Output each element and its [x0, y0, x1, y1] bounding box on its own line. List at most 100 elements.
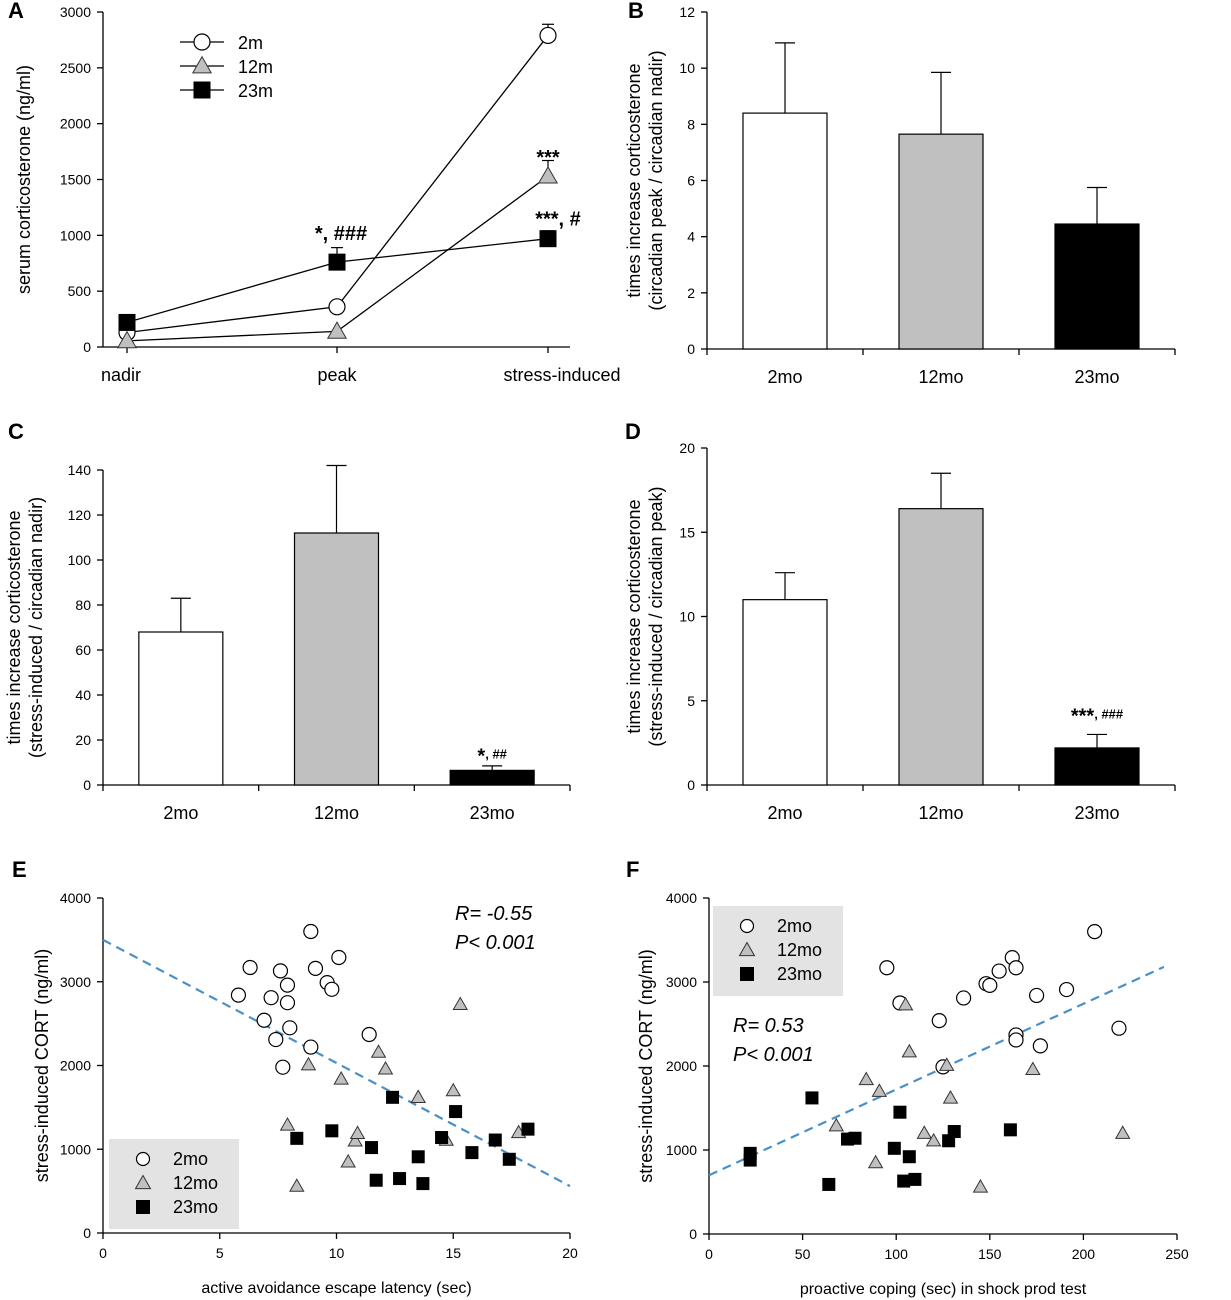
y-tick-label: 20 [679, 440, 695, 456]
legend-marker-2m [193, 33, 211, 51]
data-point-23mo [416, 1177, 430, 1191]
y-tick-label: 3000 [60, 4, 91, 20]
data-point-12mo [289, 1178, 305, 1192]
data-point-2mo [361, 1026, 377, 1043]
data-point-23mo [947, 1125, 961, 1139]
legend-marker-23mo [740, 967, 754, 981]
data-point-23mo [386, 1090, 400, 1104]
x-tick-label: 15 [445, 1245, 461, 1261]
data-point-12mo [410, 1089, 426, 1103]
data-point-12mo [370, 1044, 387, 1058]
data-point-12mo [901, 1043, 918, 1058]
y-tick-label: 4000 [60, 890, 91, 906]
data-point-12m [326, 321, 348, 339]
y-tick-label: 0 [83, 1225, 91, 1241]
data-point-2mo [324, 981, 340, 997]
data-point-23mo [325, 1124, 339, 1138]
y-axis-label-2: (stress-induced / circadian nadir) [26, 497, 46, 758]
y-tick-label: 2 [687, 285, 695, 301]
bar-12mo [293, 532, 380, 786]
x-tick-label: 250 [1165, 1246, 1189, 1262]
y-tick-label: 5 [687, 693, 695, 709]
y-tick-label: 140 [68, 462, 92, 478]
data-point-23mo [411, 1150, 425, 1164]
data-point-23mo [897, 1174, 911, 1188]
panel-label: D [625, 419, 641, 444]
data-point-23mo [1003, 1123, 1017, 1137]
panel-label: C [8, 419, 24, 444]
data-point-23mo [908, 1172, 922, 1186]
legend: 2mo 12mo 23mo [109, 1139, 239, 1229]
data-point-23mo [902, 1150, 916, 1164]
bar-12mo [898, 133, 984, 350]
x-tick-label: peak [317, 365, 357, 385]
y-tick-label: 0 [689, 1226, 697, 1242]
data-point-23m [118, 313, 136, 331]
data-point-12mo [871, 1083, 888, 1097]
data-point-12mo [828, 1117, 845, 1132]
y-tick-label: 15 [679, 524, 695, 540]
y-axis-label-2: (stress-induced / circadian peak) [646, 486, 666, 746]
significance-label: *** [536, 147, 560, 169]
data-point-2mo [931, 1013, 947, 1029]
series-line-2m [126, 35, 549, 334]
y-tick-label: 4 [687, 229, 695, 245]
y-tick-label: 3000 [60, 974, 91, 990]
x-tick-label: 150 [978, 1246, 1002, 1262]
legend: 2mo 12mo 23mo [713, 906, 843, 996]
x-tick-label: 10 [329, 1245, 345, 1261]
data-point-2m [539, 26, 557, 45]
y-axis-label: stress-induced CORT (ng/ml) [32, 949, 52, 1182]
legend-label: 12mo [777, 940, 822, 960]
y-tick-label: 60 [75, 642, 91, 658]
significance-label: *, ### [315, 223, 367, 245]
data-point-23mo [449, 1105, 463, 1119]
data-point-12mo [916, 1125, 933, 1139]
data-point-2mo [1058, 981, 1075, 998]
x-tick-label: 23mo [470, 803, 515, 823]
x-tick-label: 0 [99, 1245, 107, 1261]
y-tick-label: 1500 [60, 172, 91, 188]
legend-marker-23m [193, 81, 211, 99]
data-point-12mo [897, 996, 914, 1011]
data-point-12mo [1114, 1125, 1131, 1139]
data-point-2mo [268, 1031, 284, 1048]
y-tick-label: 120 [68, 507, 92, 523]
data-point-23mo [805, 1091, 819, 1105]
correlation-r: R= -0.55 [455, 903, 533, 925]
x-tick-label: 0 [705, 1246, 713, 1262]
bar-12mo [898, 508, 984, 786]
y-tick-label: 0 [687, 777, 695, 793]
x-tick-label: 2mo [767, 803, 802, 823]
data-point-12m [116, 330, 138, 349]
y-tick-label: 500 [68, 283, 92, 299]
x-tick-label: 2mo [767, 367, 802, 387]
y-tick-label: 10 [679, 609, 695, 625]
data-point-23m [539, 230, 557, 248]
data-point-23mo [822, 1177, 836, 1191]
panel-label: F [626, 857, 639, 882]
y-tick-label: 40 [75, 687, 91, 703]
data-point-12mo [377, 1060, 394, 1075]
data-point-2mo [1087, 923, 1103, 940]
data-point-23mo [488, 1133, 502, 1147]
y-tick-label: 80 [75, 597, 91, 613]
data-point-12mo [349, 1125, 366, 1140]
data-point-2mo [991, 963, 1007, 979]
data-point-12mo [938, 1057, 955, 1071]
data-point-23mo [369, 1173, 383, 1187]
y-tick-label: 4000 [666, 890, 697, 906]
data-point-2mo [303, 1039, 319, 1055]
data-point-2mo [275, 1059, 291, 1075]
legend: 2m 12m 23m [180, 33, 273, 101]
legend-label: 23mo [777, 964, 822, 984]
legend-label: 2m [238, 33, 263, 53]
y-tick-label: 0 [83, 339, 91, 355]
y-tick-label: 6 [687, 173, 695, 189]
data-point-2mo [279, 977, 296, 993]
x-tick-label: 20 [562, 1245, 578, 1261]
bar-23mo [1054, 223, 1140, 350]
y-tick-label: 0 [83, 777, 91, 793]
data-point-2mo [230, 987, 247, 1003]
y-axis-label: serum corticosterone (ng/ml) [14, 65, 34, 294]
